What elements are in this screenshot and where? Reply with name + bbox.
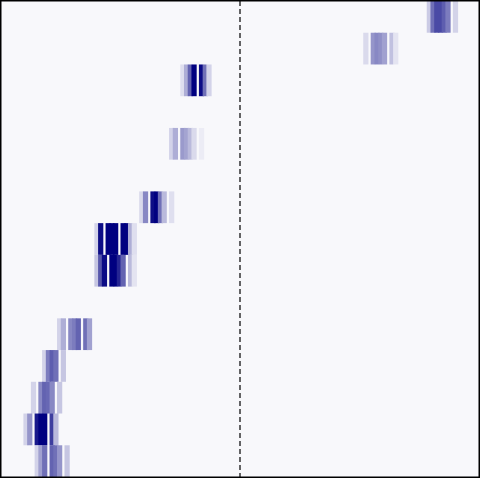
heatmap-cell-r10-6 <box>87 318 92 350</box>
heatmap-cell-r14-2 <box>42 445 47 477</box>
heatmap-cell-r7-4 <box>113 223 118 255</box>
heatmap-cell-r0-6 <box>453 1 458 33</box>
heatmap-cell-r8-8 <box>132 255 137 287</box>
heatmap-cell-r7-8 <box>132 223 137 255</box>
heatmap-cell-r1-4 <box>382 33 387 65</box>
heatmap-cell-r13-4 <box>42 414 47 446</box>
heatmap-cell-r12-5 <box>57 382 62 414</box>
heatmap-cell-r6-6 <box>169 191 174 223</box>
heatmap-cell-r2-6 <box>206 64 211 96</box>
heatmap-cell-r14-6 <box>64 445 69 477</box>
heatmap-cell-r1-6 <box>393 33 398 65</box>
heatmap-cell-r1-0 <box>363 33 368 65</box>
heatmap-cell-r4-6 <box>199 128 204 160</box>
heatmap-cell-r4-1 <box>173 128 178 160</box>
heatmap-cell-r13-1 <box>27 414 32 446</box>
heatmap-cell-r10-1 <box>61 318 66 350</box>
heatmap-cell-r12-0 <box>31 382 36 414</box>
heatmap-cell-r11-4 <box>61 350 66 382</box>
heatmap-cell-r11-3 <box>53 350 58 382</box>
heatmap-cell-r8-2 <box>102 255 107 287</box>
heatmap-cell-r14-5 <box>57 445 62 477</box>
heatmap-cell-r6-5 <box>162 191 167 223</box>
heatmap-cell-r8-6 <box>121 255 126 287</box>
heatmap-cell-r2-3 <box>191 64 196 96</box>
heatmap-cell-r13-6 <box>53 414 58 446</box>
heatmap-cell-r6-1 <box>143 191 148 223</box>
heatmap-cell-r0-5 <box>445 1 450 33</box>
heatmap-cell-r4-5 <box>191 128 196 160</box>
heatmap-cell-r12-4 <box>50 382 55 414</box>
heatmap-cell-r10-4 <box>76 318 81 350</box>
heatmap-cell-r7-1 <box>98 223 103 255</box>
